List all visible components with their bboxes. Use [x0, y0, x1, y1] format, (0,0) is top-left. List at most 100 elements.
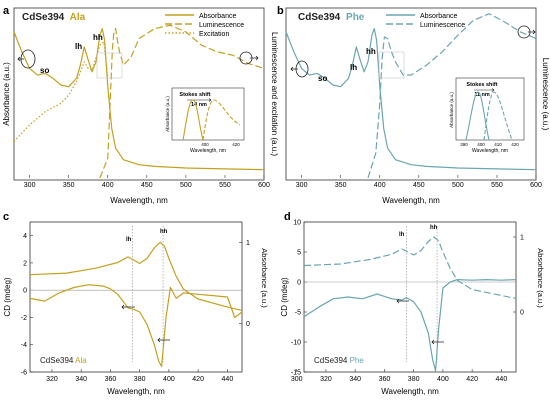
panel-b-title-ligand: Phe: [346, 12, 365, 23]
panel-d-ytick-label: -15: [291, 370, 301, 377]
panel-d: d CdSe394 Phe Wavelength, nm CD (mdeg) A…: [280, 211, 545, 396]
panel-b-inset: Stokes shift 11 nm 390 400 410 420 Wavel…: [449, 77, 525, 154]
panel-c-xlabel: Wavelength, nm: [107, 387, 165, 396]
inset-luminescence-curve-b: [483, 91, 513, 141]
panel-b-xtick-label: 400: [374, 182, 386, 189]
panel-c-xtick-label: 320: [46, 376, 58, 383]
panel-d-letter: d: [284, 211, 291, 223]
panel-c-right-tick-label: 0: [246, 321, 250, 328]
panel-a-excitation-line: [13, 41, 109, 142]
panel-a-zoom-box: [96, 52, 123, 79]
inset-ylabel: Absorbance (a.u.): [165, 96, 170, 132]
panel-b-legend: Absorbance Luminescence: [386, 13, 465, 29]
inset-tick-390: 390: [460, 142, 468, 147]
panel-d-frame: [303, 221, 517, 373]
panel-c-curves: [29, 226, 243, 368]
panel-c-right-tick-label: 1: [246, 240, 250, 247]
inset-title-b: Stokes shift: [466, 82, 497, 88]
panel-c-title-ligand: Ala: [75, 356, 87, 365]
inset-tick-400: 400: [477, 142, 485, 147]
inset-absorbance-curve-b: [465, 91, 490, 141]
panel-c-xtick-label: 360: [105, 376, 117, 383]
inset-xlabel: Wavelength, nm: [190, 148, 226, 154]
panel-d-lh-arrow: [396, 298, 409, 304]
inset-shift-value-b: 11 nm: [474, 92, 490, 98]
panel-a-title-main: CdSe394: [22, 12, 65, 23]
panel-b-xticks: 300 350 400 450 500 550 600: [296, 175, 542, 189]
inset-stokes-arrow: [187, 98, 212, 102]
panel-c-ytick-label: -4: [21, 342, 27, 349]
panel-c-xticks: 320 340 360 380 400 420 440: [46, 369, 233, 383]
panel-d-ylabel-right: Absorbance (a.u.): [536, 248, 545, 308]
panel-d-ytick-label: -5: [295, 310, 301, 317]
panel-b: b CdSe394 Phe Wavelength, nm Luminescenc…: [277, 5, 550, 205]
legend-absorbance-label-b: Absorbance: [420, 13, 457, 20]
panel-b-xtick-label: 600: [530, 182, 542, 189]
panel-a-legend: Absorbance Luminescence Excitation: [165, 13, 244, 38]
panel-c-xtick-label: 400: [163, 376, 175, 383]
panel-d-hh-label: hh: [430, 225, 438, 231]
panel-d-xlabel: Wavelength, nm: [381, 387, 439, 396]
panel-c-xtick-label: 420: [192, 376, 204, 383]
panel-d-xtick-label: 300: [291, 376, 303, 383]
inset-absorbance-curve: [182, 99, 204, 141]
left-axis-arrow: [17, 56, 24, 62]
panel-c-xtick-label: 340: [75, 376, 87, 383]
legend-absorbance-label: Absorbance: [199, 13, 236, 20]
panel-b-xtick-label: 500: [452, 182, 464, 189]
panel-b-ylabel-right: Luminescence (a.u.): [541, 58, 550, 131]
peak-label-lh: lh: [75, 42, 82, 51]
panel-d-xtick-label: 400: [437, 376, 449, 383]
panel-c-ytick-label: -2: [21, 315, 27, 322]
panel-b-frame: [285, 7, 537, 181]
inset-luminescence-curve: [202, 99, 241, 141]
panel-c-ytick-label: -6: [21, 370, 27, 377]
panel-b-xtick-label: 550: [491, 182, 503, 189]
panel-a-title-ligand: Ala: [70, 12, 86, 23]
panel-a-xtick-label: 500: [180, 182, 192, 189]
panel-d-hh-arrow: [431, 339, 444, 345]
panel-d-title: CdSe394 Phe: [314, 356, 364, 365]
peak-label-hh: hh: [93, 33, 103, 42]
panel-d-lh-label: lh: [399, 232, 405, 238]
panel-d-cd-line: [303, 279, 517, 372]
panel-d-ytick-label: 5: [297, 250, 301, 257]
panel-d-ylabel-left: CD (mdeg): [280, 277, 289, 316]
panel-d-xtick-label: 440: [496, 376, 508, 383]
panel-b-luminescence-line: [367, 13, 537, 179]
panel-d-xtick-label: 380: [408, 376, 420, 383]
left-axis-arrow-b: [290, 66, 298, 72]
inset-title: Stokes shift: [179, 92, 210, 98]
panel-c-ytick-label: 0: [23, 288, 27, 295]
panel-c-lh-arrow: [121, 304, 135, 310]
panel-a-xtick-label: 550: [219, 182, 231, 189]
panel-a-luminescence-line: [99, 24, 265, 179]
panel-c-hh-arrow: [157, 337, 170, 343]
panel-a-frame: [13, 7, 265, 181]
peak-label-so-b: so: [318, 74, 327, 83]
panel-a-xtick-label: 350: [63, 182, 75, 189]
inset-frame-b: [455, 77, 525, 141]
inset-tick-410: 410: [494, 142, 502, 147]
panel-b-zoom-box: [378, 51, 405, 79]
panel-d-xtick-label: 420: [466, 376, 478, 383]
panel-d-title-main: CdSe394: [314, 356, 348, 365]
panel-c-ylabel-left: CD (mdeg): [3, 277, 12, 316]
panel-c-title-main: CdSe394: [40, 356, 74, 365]
peak-label-lh-b: lh: [350, 63, 357, 72]
legend-excitation-label: Excitation: [199, 31, 229, 38]
panel-a-xticks: 300 350 400 450 500 550 600: [24, 175, 270, 189]
panel-d-ytick-label: 0: [297, 280, 301, 287]
panel-c-hh-label: hh: [160, 229, 168, 235]
panel-a-ylabel-right: Luminescence and excitation (a.u.): [270, 32, 279, 156]
inset-shift-value: 14 nm: [191, 102, 207, 108]
panel-c-frame: [29, 221, 243, 373]
panel-b-title: CdSe394 Phe: [298, 12, 365, 23]
panel-d-ytick-label: -10: [291, 340, 301, 347]
panel-c-ytick-label: 2: [23, 260, 27, 267]
panel-a-letter: a: [3, 5, 10, 17]
panel-b-xtick-label: 350: [335, 182, 347, 189]
panel-d-ytick-label: 10: [293, 220, 301, 227]
panel-b-xtick-label: 300: [296, 182, 308, 189]
